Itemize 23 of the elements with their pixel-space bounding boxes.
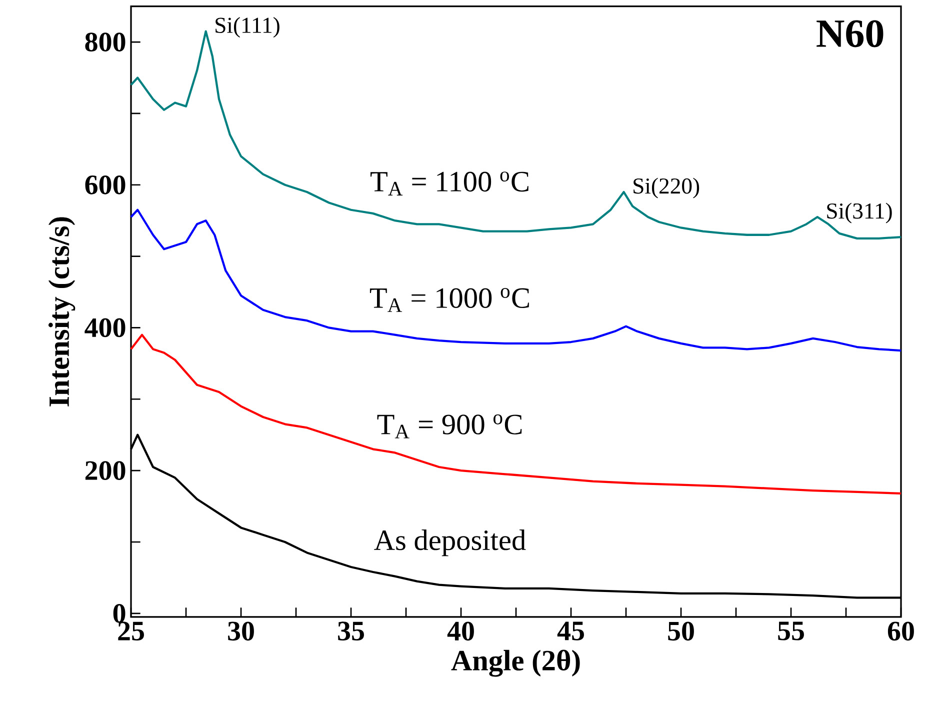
chart-title: N60 [816,20,884,48]
x-tick-label: 25 [118,622,144,641]
y-tick-label: 600 [85,175,126,194]
y-tick-label: 400 [84,318,126,338]
y-tick-label: 800 [85,32,126,52]
x-tick-label: 55 [778,622,804,640]
series-label: T$_{A}$ = 1100 $^{o}$C [370,172,528,196]
annotation: Si(111) [216,17,280,38]
y-axis-title: Intensity (cts/s) [48,217,76,406]
x-tick-label: 35 [338,622,364,641]
x-tick-label: 60 [888,622,914,641]
annotation: Si(220) [634,178,700,198]
annotation: Si(311) [827,202,892,224]
y-tick-label: 0 [113,604,126,623]
y-tick-label: 200 [85,461,126,480]
series-label: As deposited [374,530,526,556]
x-tick-label: 50 [668,622,694,641]
x-axis-title: Angle (2θ) [451,650,580,677]
series-label: T$_{A}$ = 1000 $^{o}$C [370,288,529,312]
series-label: T$_{A}$ = 900 $^{o}$C [377,414,522,438]
x-tick-label: 40 [447,622,474,641]
x-tick-label: 30 [228,622,254,641]
x-tick-label: 45 [557,622,584,640]
